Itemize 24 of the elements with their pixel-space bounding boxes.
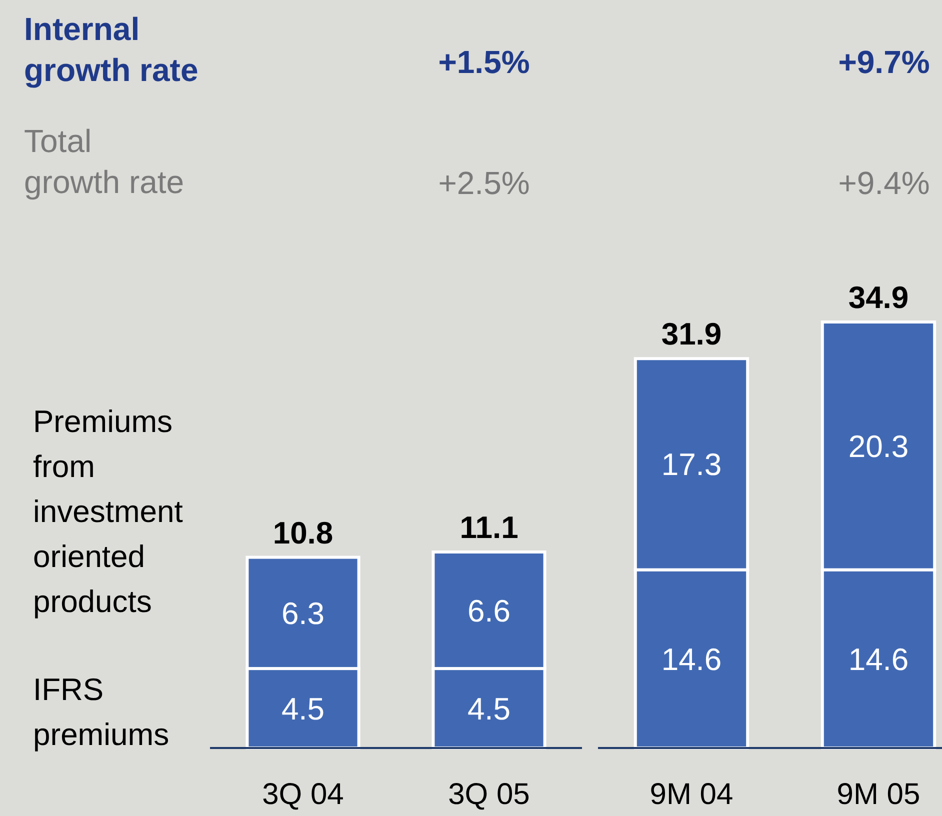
data-label: 14.6 <box>848 642 909 677</box>
data-label: 4.5 <box>467 691 511 726</box>
data-label: 6.6 <box>467 593 511 628</box>
text: IFRS premiums <box>33 672 170 752</box>
x-tick-label: 3Q 04 <box>262 778 344 811</box>
data-label: 6.3 <box>281 596 325 631</box>
text: +2.5% <box>438 165 530 201</box>
text: +9.7% <box>838 44 930 80</box>
text: Internal growth rate <box>24 11 198 88</box>
text: Premiums from investment oriented products <box>33 404 184 619</box>
total-label: 34.9 <box>848 280 909 315</box>
data-label: 17.3 <box>661 447 722 482</box>
total-label: 31.9 <box>661 316 722 352</box>
x-tick-label: 3Q 05 <box>448 778 530 811</box>
text: Total growth rate <box>24 123 184 200</box>
data-label: 20.3 <box>848 428 909 464</box>
x-tick-label: 9M 05 <box>836 778 920 811</box>
total-label: 10.8 <box>272 515 334 550</box>
x-tick-label: 9M 04 <box>650 778 734 811</box>
text: +9.4% <box>838 165 930 201</box>
total-label: 11.1 <box>460 510 518 545</box>
data-label: 4.5 <box>281 691 325 726</box>
data-label: 14.6 <box>661 642 722 677</box>
text: +1.5% <box>438 44 530 80</box>
